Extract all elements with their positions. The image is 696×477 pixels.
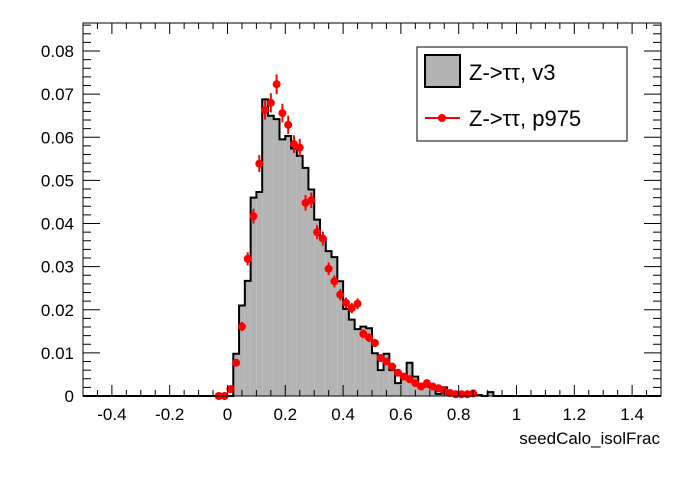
histogram-bin (424, 386, 430, 396)
data-point (359, 329, 368, 338)
histogram-bin (285, 135, 292, 396)
y-tick-label: 0.02 (41, 301, 74, 320)
x-tick-label: 0.2 (273, 405, 297, 424)
histogram-outline (83, 98, 661, 397)
histogram-bin (354, 329, 361, 396)
data-point (226, 385, 235, 394)
data-point (284, 120, 293, 129)
x-tick-label: 0.6 (389, 405, 413, 424)
data-point (394, 368, 403, 377)
data-point (388, 362, 397, 371)
data-point (370, 338, 379, 347)
histogram-bin (377, 370, 384, 396)
data-point (266, 98, 275, 107)
data-point (376, 354, 385, 363)
histogram-bin (262, 99, 268, 396)
x-tick-label: 0 (223, 405, 232, 424)
data-point (405, 375, 414, 384)
y-tick-label: 0.03 (41, 258, 74, 277)
histogram-bin (331, 257, 338, 396)
data-point (365, 333, 374, 342)
histogram-bin (348, 319, 355, 396)
y-tick-label: 0.07 (41, 85, 74, 104)
histogram-bin (250, 197, 257, 396)
histogram-bin (389, 370, 396, 396)
data-point (249, 212, 258, 221)
x-tick-label: 0.4 (331, 405, 355, 424)
x-tick-label: 0.8 (447, 405, 471, 424)
data-point (232, 358, 241, 367)
histogram-bin (291, 148, 297, 396)
data-point (307, 196, 316, 205)
data-point (411, 379, 420, 388)
data-point (255, 159, 264, 168)
y-tick-label: 0.08 (41, 42, 74, 61)
data-point (341, 298, 350, 307)
histogram-bin (383, 353, 390, 396)
histogram-bin (325, 251, 332, 396)
data-point (422, 379, 431, 388)
data-point (272, 80, 281, 89)
histogram-bin (395, 383, 401, 396)
histogram-bin (360, 326, 367, 396)
data-point (295, 143, 304, 152)
histogram-bin (267, 115, 274, 396)
data-point (313, 228, 322, 237)
y-tick-label: 0.01 (41, 344, 74, 363)
histogram-bin (435, 393, 442, 396)
data-point (353, 299, 362, 308)
data-point (347, 304, 356, 313)
histogram-bin (400, 377, 407, 396)
histogram-bin (337, 281, 344, 396)
data-point (336, 290, 345, 299)
axes: -0.4 -0.2 0 0.2 0.4 0.6 0.8 1 1.2 1.4 0 0.01 0.02 0.0… (41, 23, 662, 424)
histogram-bin (319, 239, 326, 396)
histogram-layer (83, 98, 661, 397)
histogram-bin (233, 353, 240, 396)
histogram-bin (279, 139, 286, 397)
y-tick-label: 0.05 (41, 171, 74, 190)
histogram-bin (302, 167, 309, 396)
legend-swatch-hist (424, 54, 461, 88)
x-tick-label: 1.4 (620, 405, 644, 424)
histogram-bin (273, 119, 280, 396)
data-point (261, 106, 270, 115)
data-point (417, 382, 426, 391)
x-tick-label: 1 (512, 405, 521, 424)
data-point (237, 322, 246, 331)
histogram-bin (244, 280, 251, 396)
legend-marker-p975 (438, 114, 446, 122)
x-tick-label: -0.2 (155, 405, 184, 424)
histogram-bin (429, 388, 436, 396)
histogram-bin (308, 189, 315, 396)
x-tick-label: 1.2 (562, 405, 586, 424)
histogram-bin (343, 308, 349, 396)
data-point (324, 264, 333, 273)
data-point (278, 109, 287, 118)
data-point (318, 234, 327, 243)
x-tick-label: -0.4 (97, 405, 126, 424)
y-tick-label: 0 (65, 387, 74, 406)
data-point (330, 277, 339, 286)
y-tick-label: 0.06 (41, 128, 74, 147)
legend-label-p975: Z->ττ, p975 (469, 106, 581, 131)
histogram-bin (418, 386, 425, 396)
data-point (243, 254, 252, 263)
histogram-bin (256, 192, 263, 396)
y-tick-label: 0.04 (41, 215, 74, 234)
histogram-bin (239, 305, 245, 396)
histogram-bin (372, 353, 378, 396)
legend: Z->ττ, v3 Z->ττ, p975 (416, 46, 628, 142)
data-point (289, 140, 298, 149)
data-point (382, 357, 391, 366)
legend-label-v3: Z->ττ, v3 (469, 60, 555, 85)
histogram-bin (366, 328, 372, 396)
histogram-bin (296, 155, 303, 396)
x-axis-title: seedCalo_isolFrac (519, 429, 660, 448)
histogram-bin (314, 219, 320, 396)
histogram-bin (487, 392, 494, 396)
